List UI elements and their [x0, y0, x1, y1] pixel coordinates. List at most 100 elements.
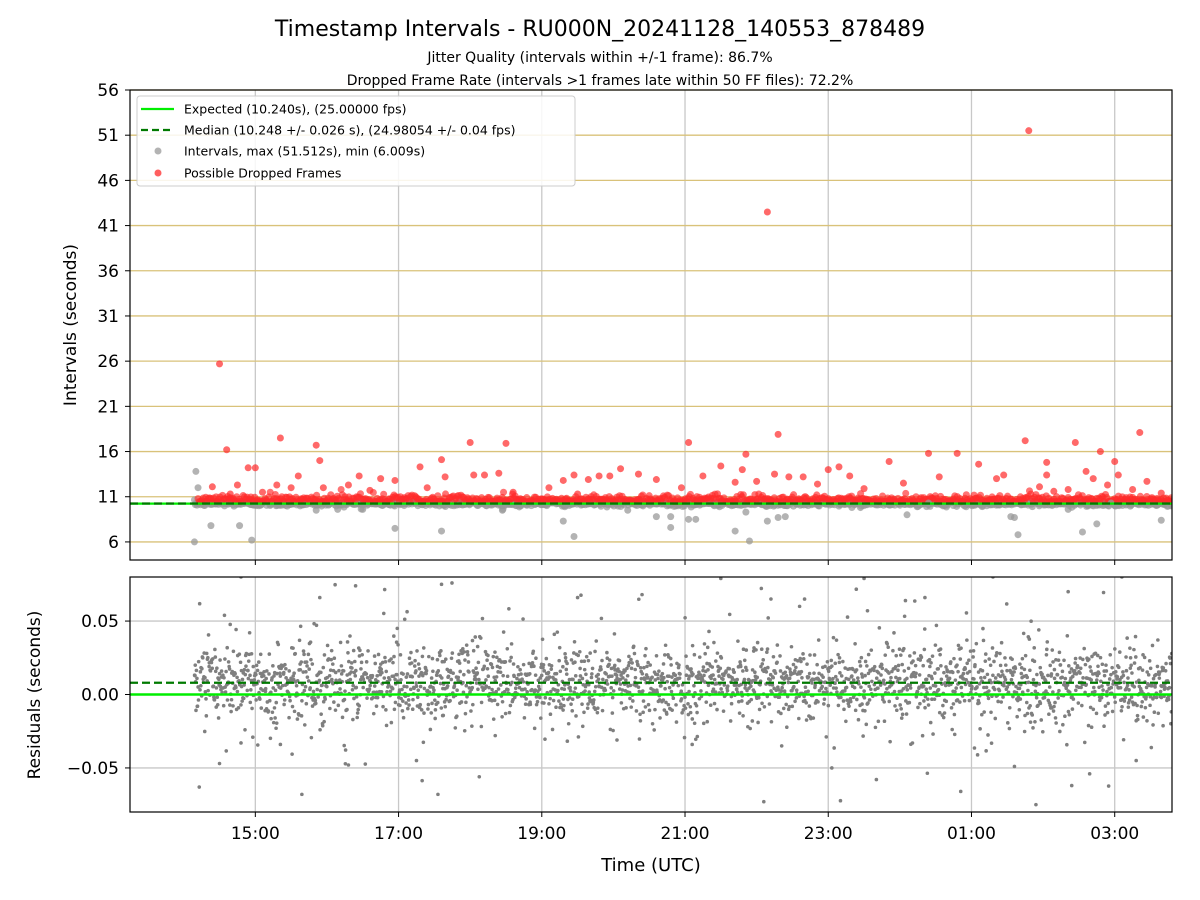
residual-point	[489, 662, 494, 667]
residual-point	[354, 685, 359, 690]
residual-point	[1154, 695, 1159, 700]
residual-point	[325, 643, 330, 648]
residual-point	[196, 685, 200, 689]
residual-point	[586, 658, 591, 663]
dropped-frame-point	[416, 463, 424, 471]
residual-point	[203, 675, 207, 680]
residual-point	[1065, 742, 1069, 747]
residual-point	[775, 643, 780, 647]
residual-point	[617, 687, 622, 691]
residual-point	[1005, 685, 1010, 689]
residual-point	[1098, 655, 1103, 660]
residual-point	[1035, 672, 1039, 677]
residual-point	[852, 685, 857, 690]
interval-point	[236, 522, 244, 530]
interval-point	[774, 514, 782, 522]
residual-point	[580, 724, 585, 729]
dropped-frame-point	[276, 434, 284, 442]
residual-point	[944, 665, 948, 669]
residual-point	[1088, 705, 1093, 710]
residual-point	[1027, 637, 1032, 641]
residual-point	[719, 577, 723, 581]
residual-point	[646, 660, 650, 665]
residual-point	[278, 671, 282, 675]
residual-point	[332, 656, 337, 661]
residual-point	[402, 617, 407, 622]
residual-point	[1144, 685, 1149, 690]
residual-point	[855, 697, 859, 702]
residual-point	[210, 666, 215, 671]
interval-point	[692, 515, 700, 523]
residual-point	[627, 660, 631, 665]
residual-point	[300, 792, 304, 797]
residual-point	[879, 673, 883, 677]
residual-point	[1078, 671, 1082, 675]
residual-point	[715, 651, 720, 655]
residual-point	[1074, 688, 1078, 693]
residual-point	[1063, 714, 1067, 718]
residual-point	[1154, 672, 1158, 677]
residual-point	[449, 677, 454, 682]
residual-point	[1115, 675, 1120, 679]
residual-point	[1024, 700, 1029, 705]
residual-point	[217, 761, 222, 766]
residual-point	[846, 677, 851, 682]
residual-point	[302, 688, 307, 693]
residual-point	[734, 687, 739, 691]
residual-point	[516, 664, 520, 669]
residual-point	[913, 663, 918, 668]
residual-point	[357, 654, 362, 658]
residual-point	[327, 673, 332, 678]
residual-point	[674, 720, 679, 724]
residual-point	[737, 711, 742, 715]
residual-point	[757, 695, 761, 700]
residual-point	[1105, 689, 1109, 694]
residual-point	[1052, 676, 1057, 681]
residual-point	[243, 727, 247, 732]
residual-point	[779, 711, 783, 716]
dropped-frame-point	[466, 439, 474, 446]
residual-point	[652, 728, 657, 732]
dropped-frame-point	[1021, 437, 1029, 445]
residual-point	[534, 702, 539, 707]
residual-point	[364, 672, 369, 676]
residual-point	[1083, 662, 1088, 667]
residual-point	[272, 706, 277, 710]
residual-point	[771, 675, 776, 680]
residual-point	[1054, 657, 1058, 662]
residual-point	[808, 653, 812, 657]
residual-point	[589, 675, 594, 680]
residual-point	[953, 678, 958, 682]
dropped-frame-point	[380, 490, 388, 498]
residual-point	[1031, 726, 1035, 730]
residual-point	[869, 648, 874, 652]
residual-point	[758, 682, 762, 687]
residual-point	[1152, 710, 1157, 715]
residual-point	[523, 687, 527, 691]
residual-point	[621, 676, 625, 680]
interval-point	[685, 515, 693, 523]
residual-point	[563, 652, 567, 656]
dropped-frame-point	[216, 360, 224, 368]
residual-point	[1101, 688, 1105, 692]
residual-point	[1163, 668, 1168, 673]
residual-point	[981, 638, 986, 643]
dropped-frame-point	[899, 479, 907, 487]
residual-point	[607, 658, 612, 662]
residual-point	[1086, 723, 1091, 728]
residual-point	[485, 666, 490, 671]
dropped-frame-point	[774, 430, 782, 438]
residual-point	[271, 686, 276, 690]
residual-point	[671, 696, 676, 700]
residuals-x-tick-label: 19:00	[517, 824, 566, 844]
residual-point	[221, 703, 226, 708]
residual-point	[820, 684, 825, 689]
residual-point	[239, 703, 243, 707]
residual-point	[210, 657, 215, 661]
residual-point	[896, 663, 901, 668]
residual-point	[584, 654, 589, 659]
legend-entry-3-swatch	[154, 147, 162, 155]
residual-point	[1097, 685, 1101, 690]
residual-point	[477, 677, 481, 682]
residual-point	[989, 741, 994, 745]
